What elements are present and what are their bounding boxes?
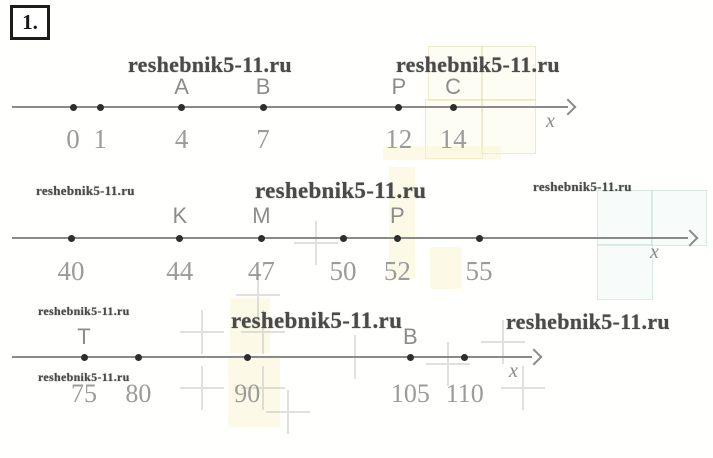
watermark-text: reshebnik5-11.ru [38, 304, 130, 318]
faint-grid-square [651, 190, 707, 246]
point-dot-75 [80, 353, 88, 361]
point-letter-A: A [174, 74, 189, 99]
point-dot-90 [243, 353, 251, 361]
point-dot-1 [96, 103, 104, 111]
faint-band [430, 247, 462, 289]
watermark-text: reshebnik5-11.ru [128, 52, 292, 77]
axis-line [12, 356, 532, 358]
point-letter-K: K [172, 203, 188, 228]
point-dot-7 [259, 103, 267, 111]
axis-x-label: x [509, 360, 518, 382]
axis-line [12, 237, 688, 239]
tick-number-110: 110 [445, 379, 484, 408]
point-dot-110 [461, 353, 469, 361]
tick-number-40: 40 [57, 256, 85, 286]
point-dot-14 [449, 103, 457, 111]
faint-band [228, 355, 280, 427]
faint-band [383, 146, 501, 160]
axis-line [12, 106, 568, 108]
faint-band [389, 167, 415, 279]
point-letter-M: M [252, 203, 271, 228]
tick-number-105: 105 [390, 379, 430, 408]
point-letter-P: P [391, 74, 407, 99]
tick-number-1: 1 [93, 124, 107, 154]
point-dot-0 [69, 103, 77, 111]
point-letter-B: B [403, 324, 418, 349]
tick-number-75: 75 [71, 379, 97, 408]
tick-number-80: 80 [125, 379, 152, 408]
point-dot-50 [339, 234, 347, 242]
tick-number-4: 4 [174, 124, 189, 154]
point-dot-55 [475, 234, 483, 242]
watermark-text: reshebnik5-11.ru [38, 370, 130, 384]
tick-number-50: 50 [329, 256, 357, 286]
point-letter-B: B [255, 74, 271, 99]
faint-grid-square [597, 190, 653, 246]
point-dot-105 [406, 353, 414, 361]
point-dot-52 [393, 234, 401, 242]
point-letter-P: P [390, 203, 405, 228]
faint-grid-square [597, 244, 653, 300]
watermark-text: reshebnik5-11.ru [36, 183, 135, 198]
point-dot-4 [178, 103, 186, 111]
tick-number-47: 47 [247, 256, 275, 286]
tick-number-12: 12 [385, 124, 413, 154]
watermark-text: reshebnik5-11.ru [231, 308, 403, 333]
problem-number: 1. [22, 10, 38, 34]
axis-x-label: x [650, 241, 659, 263]
point-dot-12 [395, 103, 403, 111]
point-dot-80 [134, 353, 142, 361]
point-dot-44 [176, 234, 184, 242]
tick-number-52: 52 [383, 256, 411, 286]
tick-number-55: 55 [465, 256, 493, 286]
watermark-text: reshebnik5-11.ru [255, 178, 427, 203]
tick-number-7: 7 [256, 124, 270, 154]
watermark-text: reshebnik5-11.ru [533, 179, 632, 194]
faint-grid-square [428, 46, 483, 101]
axis-arrowhead-icon [525, 348, 543, 366]
tick-number-90: 90 [234, 379, 261, 408]
faint-grid-square [481, 46, 536, 101]
watermark-text: reshebnik5-11.ru [396, 52, 560, 77]
faint-grid-square [425, 99, 483, 159]
problem-number-box: 1. [10, 5, 50, 40]
tick-number-14: 14 [439, 124, 467, 154]
tick-number-44: 44 [166, 256, 194, 286]
axis-x-label: x [546, 110, 555, 132]
point-dot-47 [257, 234, 265, 242]
point-letter-T: T [77, 324, 91, 349]
tick-number-0: 0 [66, 124, 80, 154]
point-letter-C: C [445, 74, 462, 99]
faint-grid-square [481, 99, 536, 154]
watermark-text: reshebnik5-11.ru [506, 309, 670, 334]
point-dot-40 [67, 234, 75, 242]
